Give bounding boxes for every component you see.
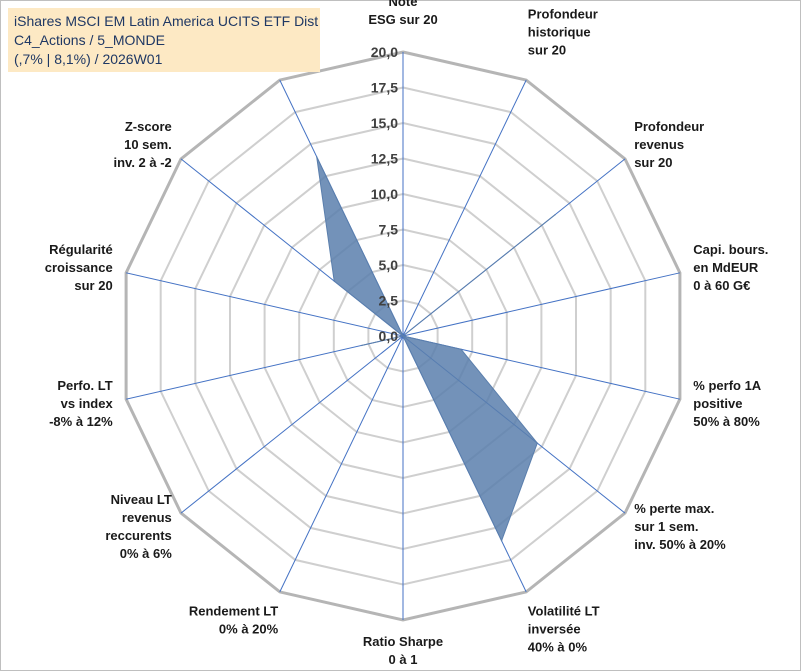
chart-title-line-1: iShares MSCI EM Latin America UCITS ETF … [14,13,319,29]
axis-label-5: % perte max. sur 1 sem. inv. 50% à 20% [634,501,726,552]
radar-axis-labels: Note ESG sur 20 Profondeur historique sur 20… [45,0,769,667]
axis-label-9-line-0: Niveau LT [111,492,172,507]
axis-label-10: Perfo. LT vs index -8% à 12% [49,378,113,429]
spoke-3 [402,272,681,337]
axis-label-0-line-0: Note [389,0,418,9]
axis-label-1-line-2: sur 20 [528,42,566,57]
axis-label-8: Rendement LT 0% à 20% [189,604,279,637]
axis-label-5-line-0: % perte max. [634,501,714,516]
axis-label-4-line-0: % perfo 1A [693,378,762,393]
tick-label-0: 0,0 [379,328,399,344]
spoke-1 [402,79,527,337]
spoke-11 [125,272,404,337]
axis-label-0: Note ESG sur 20 [368,0,437,27]
radar-series [316,156,556,542]
axis-label-12-line-2: inv. 2 à -2 [114,155,172,170]
tick-label-2: 5,0 [379,257,399,273]
axis-label-9: Niveau LT revenus reccurents 0% à 6% [105,492,172,561]
tick-label-3: 7,5 [379,222,399,238]
axis-label-3-line-0: Capi. bours. [693,242,768,257]
axis-label-5-line-2: inv. 50% à 20% [634,537,726,552]
data-point-13 [316,156,318,158]
radar-tick-labels: 0,0 2,5 5,0 7,5 10,0 12,5 15,0 17,5 20,0 [371,44,398,344]
spoke-10 [125,335,404,400]
axis-label-10-line-1: vs index [61,396,114,411]
axis-label-9-line-2: reccurents [105,528,171,543]
axis-label-7-line-0: Ratio Sharpe [363,634,443,649]
axis-label-12: Z-score 10 sem. inv. 2 à -2 [114,119,172,170]
tick-label-4: 10,0 [371,186,398,202]
tick-label-8: 20,0 [371,44,398,60]
data-point-6 [501,540,503,542]
axis-label-8-line-1: 0% à 20% [219,622,279,637]
axis-label-11-line-0: Régularité [49,242,113,257]
axis-label-6-line-0: Volatilité LT [528,604,600,619]
axis-label-5-line-1: sur 1 sem. [634,519,698,534]
series-area [316,156,556,542]
chart-title-box: iShares MSCI EM Latin America UCITS ETF … [8,8,320,72]
data-point-5 [536,442,538,444]
axis-label-11: Régularité croissance sur 20 [45,242,113,293]
axis-label-6-line-1: inversée [528,622,581,637]
axis-label-4-line-1: positive [693,396,742,411]
axis-label-0-line-1: ESG sur 20 [368,12,437,27]
data-point-10 [360,344,363,347]
axis-label-7: Ratio Sharpe 0 à 1 [363,634,443,667]
axis-label-10-line-0: Perfo. LT [57,378,112,393]
axis-label-11-line-1: croissance [45,260,113,275]
axis-label-1-line-1: historique [528,24,591,39]
tick-label-6: 15,0 [371,115,398,131]
axis-label-9-line-3: 0% à 6% [120,546,172,561]
axis-label-2-line-0: Profondeur [634,119,704,134]
axis-label-3-line-1: en MdEUR [693,260,759,275]
spoke-8 [279,335,404,593]
tick-label-5: 12,5 [371,151,398,167]
tick-label-1: 2,5 [379,293,399,309]
axis-label-12-line-0: Z-score [125,119,172,134]
axis-label-1: Profondeur historique sur 20 [528,6,598,57]
data-point-12 [333,280,335,282]
data-point-4 [460,348,462,350]
spoke-9 [180,335,404,514]
axis-label-3: Capi. bours. en MdEUR 0 à 60 G€ [693,242,768,293]
axis-label-8-line-0: Rendement LT [189,604,278,619]
tick-label-7: 17,5 [371,80,398,96]
chart-title-line-3: (,7% | 8,1%) / 2026W01 [14,51,163,67]
axis-label-2: Profondeur revenus sur 20 [634,119,704,170]
axis-label-2-line-1: revenus [634,137,684,152]
axis-label-7-line-1: 0 à 1 [389,652,418,667]
data-point-2 [554,214,556,216]
axis-label-2-line-2: sur 20 [634,155,672,170]
axis-label-6-line-2: 40% à 0% [528,640,588,655]
axis-label-4: % perfo 1A positive 50% à 80% [693,378,762,429]
axis-label-11-line-2: sur 20 [74,278,112,293]
axis-label-6: Volatilité LT inversée 40% à 0% [528,604,600,655]
axis-label-10-line-2: -8% à 12% [49,414,113,429]
axis-label-12-line-1: 10 sem. [124,137,172,152]
data-point-11 [402,335,404,337]
axis-label-1-line-0: Profondeur [528,6,598,21]
axis-label-3-line-2: 0 à 60 G€ [693,278,750,293]
axis-label-4-line-2: 50% à 80% [693,414,760,429]
chart-title-line-2: C4_Actions / 5_MONDE [14,32,165,48]
axis-label-9-line-1: revenus [122,510,172,525]
